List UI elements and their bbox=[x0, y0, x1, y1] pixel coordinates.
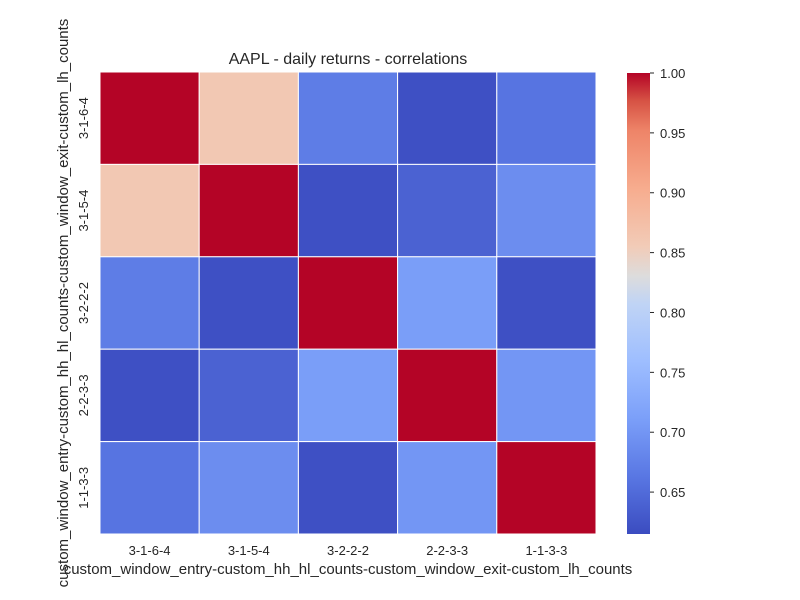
y-tick-label: 2-2-3-3 bbox=[76, 374, 91, 416]
heatmap-cell bbox=[198, 163, 299, 258]
x-tick-label: 1-1-3-3 bbox=[525, 543, 567, 558]
y-tick-label: 3-1-6-4 bbox=[76, 97, 91, 139]
colorbar-tick-label: 0.65 bbox=[660, 485, 685, 500]
heatmap-cell bbox=[397, 71, 498, 165]
heatmap-cell bbox=[397, 441, 498, 535]
heatmap-cell bbox=[496, 441, 597, 535]
heatmap-cell bbox=[198, 71, 299, 165]
heatmap-cell bbox=[99, 71, 200, 165]
heatmap-cell bbox=[496, 256, 597, 350]
colorbar-tick-label: 0.80 bbox=[660, 305, 685, 320]
heatmap-cell bbox=[496, 71, 597, 165]
y-tick-label: 1-1-3-3 bbox=[76, 467, 91, 509]
heatmap-cell bbox=[99, 441, 200, 535]
heatmap-cell bbox=[99, 348, 200, 443]
colorbar-tick-label: 0.95 bbox=[660, 126, 685, 141]
heatmap-cell bbox=[99, 256, 200, 350]
colorbar-tick-label: 0.70 bbox=[660, 425, 685, 440]
x-tick-label: 3-1-6-4 bbox=[129, 543, 171, 558]
heatmap-cell bbox=[297, 348, 399, 443]
heatmap-cell bbox=[198, 256, 299, 350]
heatmap-cell bbox=[397, 163, 498, 258]
x-tick-labels: 3-1-6-4 3-1-5-4 3-2-2-2 2-2-3-3 1-1-3-3 bbox=[129, 543, 568, 558]
heatmap-cell bbox=[496, 348, 597, 443]
heatmap-cell bbox=[496, 163, 597, 258]
y-tick-label: 3-2-2-2 bbox=[76, 282, 91, 324]
y-axis-label: custom_window_entry-custom_hh_hl_counts-… bbox=[55, 19, 72, 588]
heatmap-cell bbox=[297, 256, 399, 350]
colorbar-tick-label: 0.90 bbox=[660, 186, 685, 201]
colorbar-tick-label: 0.85 bbox=[660, 246, 685, 261]
heatmap-cell bbox=[397, 256, 498, 350]
chart-title: AAPL - daily returns - correlations bbox=[229, 51, 468, 68]
x-tick-label: 2-2-3-3 bbox=[426, 543, 468, 558]
heatmap-cell bbox=[198, 348, 299, 443]
x-axis-label: custom_window_entry-custom_hh_hl_counts-… bbox=[64, 561, 633, 578]
heatmap-cell bbox=[297, 441, 399, 535]
heatmap-cell bbox=[99, 163, 200, 258]
heatmap-cell bbox=[397, 348, 498, 443]
heatmap-cell bbox=[297, 163, 399, 258]
heatmap-cell bbox=[198, 441, 299, 535]
heatmap-cell bbox=[297, 71, 399, 165]
y-tick-label: 3-1-5-4 bbox=[76, 190, 91, 232]
colorbar bbox=[627, 73, 650, 534]
x-tick-label: 3-2-2-2 bbox=[327, 543, 369, 558]
colorbar-ticks: 0.65 0.70 0.75 0.80 0.85 0.90 0.95 1.00 bbox=[650, 66, 685, 500]
colorbar-tick-label: 0.75 bbox=[660, 365, 685, 380]
x-tick-label: 3-1-5-4 bbox=[228, 543, 270, 558]
heatmap-cells bbox=[99, 71, 597, 535]
colorbar-tick-label: 1.00 bbox=[660, 66, 685, 81]
y-tick-labels: 3-1-6-4 3-1-5-4 3-2-2-2 2-2-3-3 1-1-3-3 bbox=[76, 97, 91, 509]
